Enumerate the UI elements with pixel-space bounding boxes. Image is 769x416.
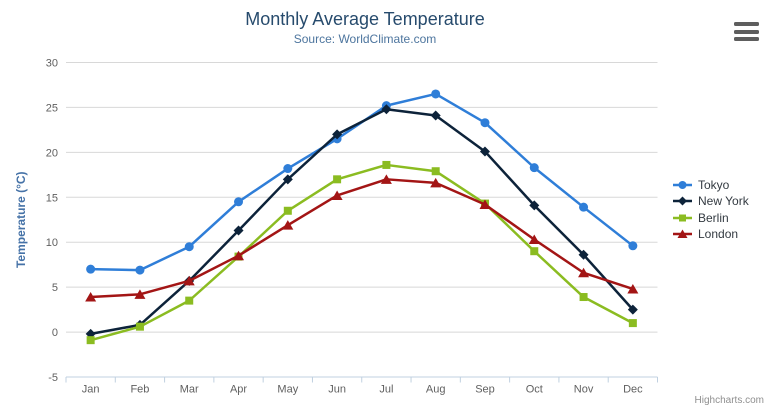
data-point[interactable] [578,267,590,278]
legend: Tokyo New York Berlin London [673,177,749,242]
legend-label: New York [698,194,749,209]
data-point[interactable] [381,104,392,115]
data-point[interactable] [282,220,294,230]
data-point[interactable] [530,247,539,256]
data-point[interactable] [479,146,490,157]
data-point[interactable] [431,89,441,99]
data-point[interactable] [430,110,441,121]
x-axis-label: Oct [526,384,543,396]
x-axis-label: Mar [180,384,199,396]
circle-marker-icon [673,181,692,190]
y-axis-label: 20 [46,147,58,159]
data-point[interactable] [283,164,293,174]
y-axis-label: 30 [46,58,58,70]
data-point[interactable] [234,197,244,207]
legend-label: London [698,227,739,242]
x-axis-label: Jan [82,384,100,396]
hamburger-icon [734,37,759,41]
x-axis-label: Dec [623,384,643,396]
diamond-marker-icon [673,196,692,206]
legend-item-berlin[interactable]: Berlin [673,210,749,226]
series-london [85,174,639,302]
data-point[interactable] [679,214,686,222]
data-point[interactable] [678,181,687,190]
chart-title: Monthly Average Temperature [245,9,485,29]
data-point[interactable] [134,289,146,299]
legend-item-new-york[interactable]: New York [673,193,749,209]
series-line-new-york[interactable] [89,107,635,336]
data-point[interactable] [627,283,639,294]
x-axis-label: Feb [130,384,149,396]
legend-label: Tokyo [698,178,730,193]
hamburger-icon [734,22,759,26]
data-point[interactable] [283,206,292,215]
series-tokyo [86,89,638,275]
data-point[interactable] [529,200,540,211]
export-menu-button[interactable] [733,21,760,42]
data-point[interactable] [85,292,97,302]
y-axis-label: 5 [52,282,58,294]
series-line-london[interactable] [89,178,635,299]
x-axis-label: Jul [379,384,393,396]
data-point[interactable] [184,242,194,252]
data-point[interactable] [331,190,343,200]
data-point[interactable] [480,118,490,128]
legend-item-tokyo[interactable]: Tokyo [673,177,749,193]
legend-label: Berlin [698,210,729,225]
data-point[interactable] [678,196,687,206]
x-axis-label: May [277,384,298,396]
data-point[interactable] [677,229,688,239]
data-point[interactable] [233,250,245,261]
y-axis-label: -5 [48,372,58,384]
data-point[interactable] [579,202,589,212]
x-axis-label: Apr [230,384,247,396]
y-axis-label: 25 [46,102,58,114]
data-point[interactable] [382,160,391,169]
data-point[interactable] [529,163,539,173]
data-point[interactable] [579,293,588,302]
x-axis-label: Nov [574,384,594,396]
x-axis-label: Jun [328,384,346,396]
x-axis-label: Sep [475,384,495,396]
y-axis-label: 0 [52,327,58,339]
x-axis-label: Aug [426,384,446,396]
data-point[interactable] [333,175,342,184]
data-point[interactable] [528,234,540,245]
series-new-york [85,104,638,339]
data-point[interactable] [578,249,589,260]
legend-item-london[interactable]: London [673,226,749,242]
data-point[interactable] [627,304,638,315]
credits-link[interactable]: Highcharts.com [694,395,764,406]
data-point[interactable] [135,265,145,275]
chart-subtitle: Source: WorldClimate.com [293,32,437,46]
data-point[interactable] [380,174,392,184]
triangle-marker-icon [673,229,692,239]
data-point[interactable] [430,177,442,188]
series-line-tokyo[interactable] [89,92,635,272]
data-point[interactable] [233,225,244,236]
y-axis-label: 10 [46,237,58,249]
data-point[interactable] [86,336,95,345]
series-line-berlin[interactable] [89,163,635,342]
data-point[interactable] [183,275,195,286]
data-point[interactable] [431,167,440,176]
data-point[interactable] [282,174,293,185]
y-axis-label: 15 [46,192,58,204]
y-axis-title: Temperature (°C) [14,171,28,268]
data-point[interactable] [332,129,343,140]
data-point[interactable] [628,319,637,328]
square-marker-icon [673,214,692,222]
data-point[interactable] [479,199,491,209]
data-point[interactable] [628,241,638,251]
data-point[interactable] [135,322,144,331]
data-point[interactable] [86,264,96,274]
hamburger-icon [734,29,759,34]
data-point[interactable] [185,296,194,305]
